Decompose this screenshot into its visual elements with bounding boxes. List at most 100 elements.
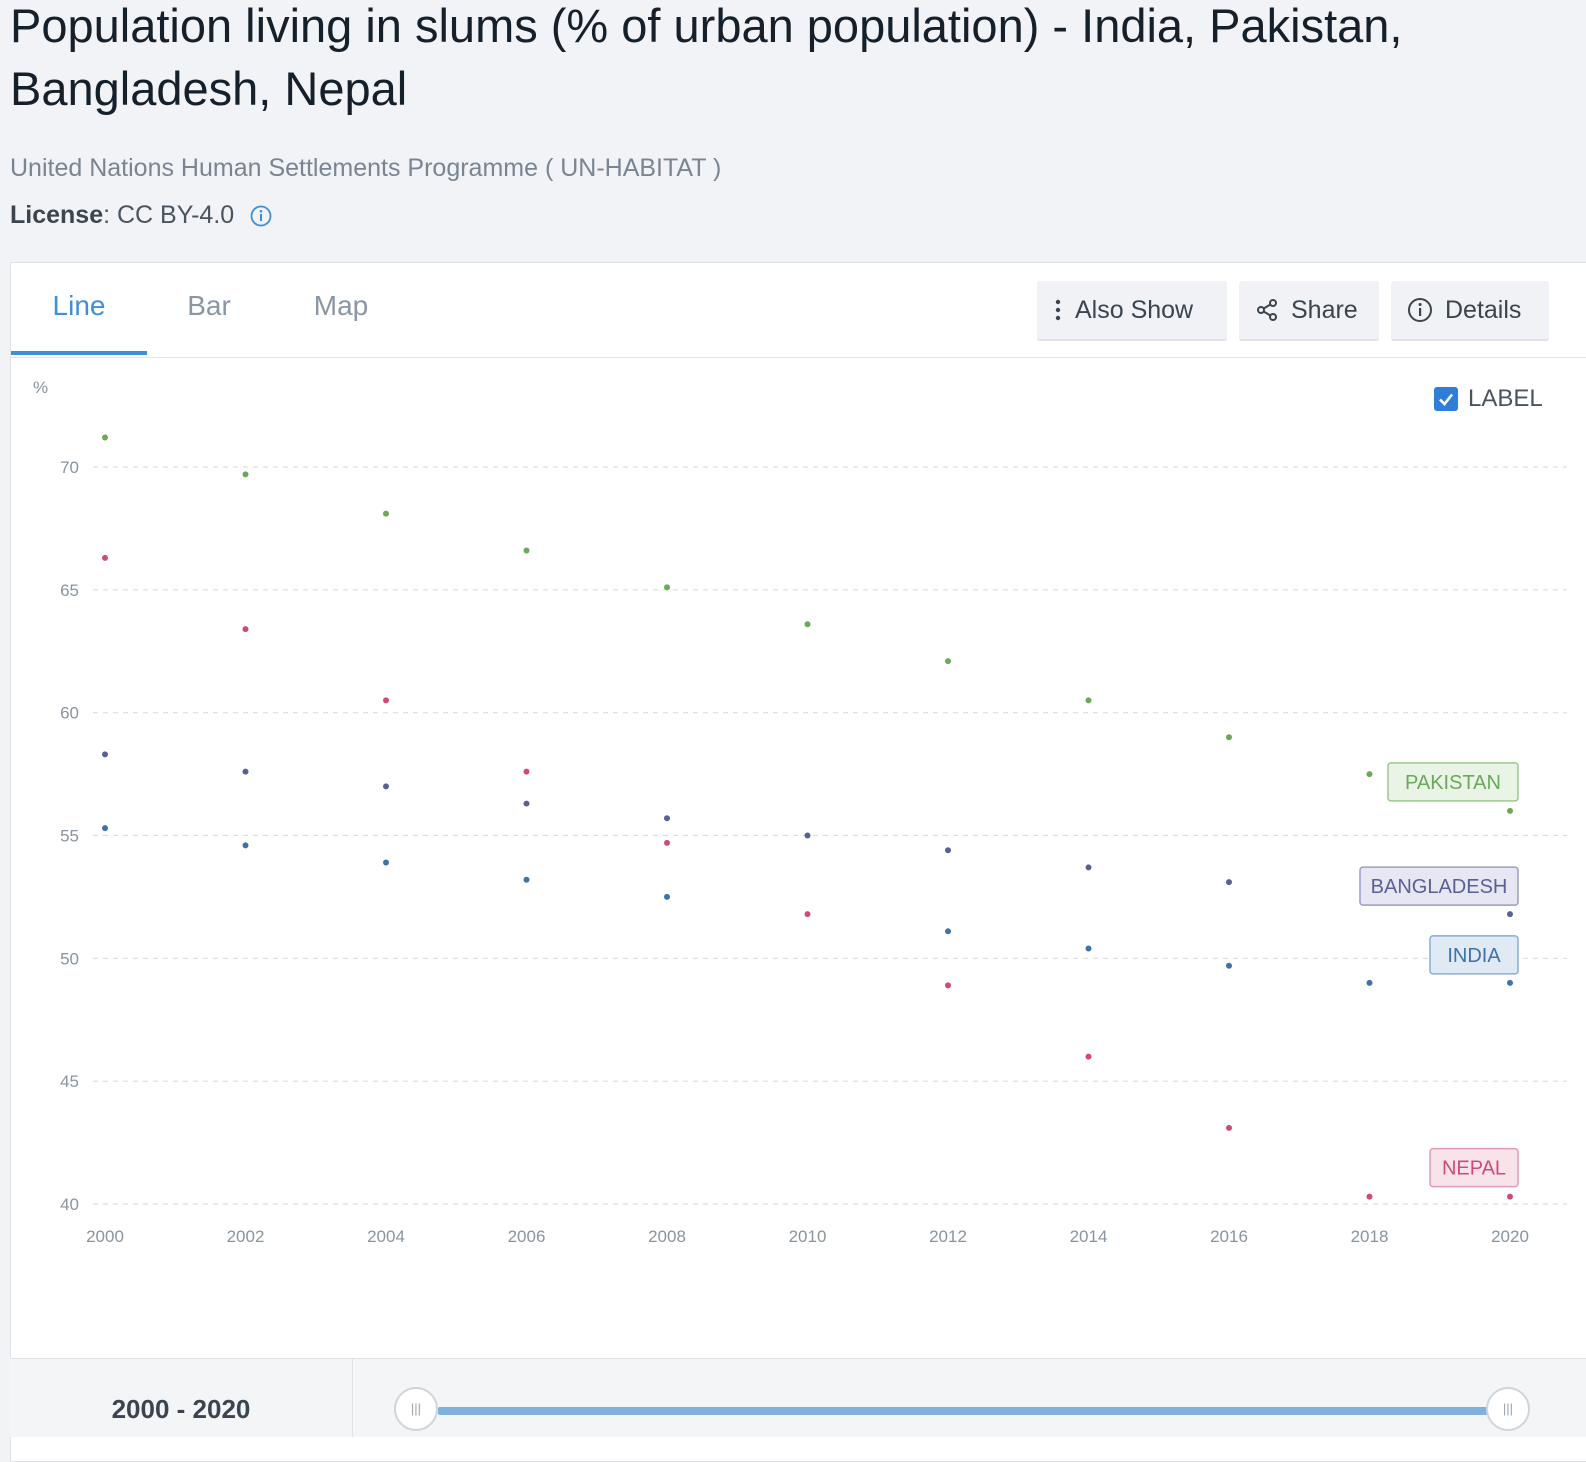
data-point-nepal [664,839,670,846]
series-label-india: INDIA [1447,945,1501,967]
license-line: License : CC BY-4.0 [10,201,272,230]
series-label-badge [1359,866,1519,906]
data-point-nepal [102,554,108,561]
range-bar: 2000 - 2020 ||| ||| [10,1358,1586,1437]
series-label-pakistan: PAKISTAN [1405,772,1501,794]
range-slider-end-handle[interactable]: ||| [1486,1387,1530,1431]
data-point-nepal [242,626,249,633]
license-key: License [10,201,104,229]
x-tick-label: 2006 [508,1227,546,1246]
details-button[interactable]: Details [1391,281,1549,341]
details-label: Details [1445,295,1522,324]
x-tick-label: 2020 [1491,1227,1529,1246]
data-point-india [1085,945,1092,952]
data-point-bangladesh [945,847,951,854]
data-point-india [945,928,951,935]
also-show-label: Also Show [1075,295,1194,324]
data-point-india [664,893,670,900]
label-toggle[interactable]: LABEL [1434,385,1543,413]
data-point-india [1226,962,1232,969]
data-point-nepal [1366,1193,1373,1200]
info-icon[interactable] [250,205,272,227]
x-tick-label: 2000 [86,1227,124,1246]
data-point-pakistan [523,547,530,554]
data-point-nepal [945,982,951,989]
tab-map[interactable]: Map [313,290,369,321]
y-tick-label: 50 [60,949,79,968]
data-point-pakistan [664,584,670,591]
data-point-pakistan [1507,807,1513,814]
x-tick-label: 2002 [227,1227,265,1246]
data-point-bangladesh [102,751,108,758]
data-point-india [242,842,249,849]
y-tick-label: 40 [60,1195,79,1214]
x-tick-label: 2010 [789,1227,827,1246]
checkmark-icon [1439,393,1454,406]
data-point-bangladesh [1507,911,1513,918]
data-point-bangladesh [1226,879,1232,886]
x-tick-label: 2004 [367,1227,405,1246]
range-slider-track[interactable] [438,1407,1510,1415]
y-tick-label: 60 [60,704,79,723]
also-show-button[interactable]: Also Show [1037,281,1227,341]
data-point-bangladesh [804,832,811,839]
data-point-bangladesh [523,800,530,807]
scatter-chart: % 40 45 50 55 60 65 70 2000 2002 2004 2006 2008 2010 2… [33,378,1567,1246]
more-vertical-icon [1055,299,1061,321]
x-tick-label: 2008 [648,1227,686,1246]
tab-bar[interactable]: Bar [187,290,231,321]
data-point-pakistan [1366,771,1373,778]
data-point-india [102,825,108,832]
license-value: : CC BY-4.0 [103,201,235,229]
series-label-badge [1429,1147,1519,1188]
data-point-pakistan [1226,734,1232,741]
y-axis-unit-label: % [33,378,48,397]
data-point-bangladesh [1085,864,1092,871]
data-point-nepal [1507,1193,1513,1200]
chart-area: % 40 45 50 55 60 65 70 2000 2002 2004 2006 2008 2010 2… [11,358,1586,1358]
data-point-nepal [523,768,530,775]
data-point-nepal [804,911,811,918]
x-tick-label: 2014 [1070,1227,1108,1246]
data-point-pakistan [242,471,249,478]
data-point-india [523,876,530,883]
data-point-india [1507,979,1513,986]
data-point-pakistan [383,510,389,517]
x-tick-label: 2018 [1351,1227,1389,1246]
share-icon [1257,299,1277,321]
data-point-india [383,859,389,866]
data-point-nepal [1226,1124,1232,1131]
series-label-badge [1387,762,1519,802]
data-point-pakistan [804,621,811,628]
label-toggle-text: LABEL [1468,385,1543,412]
data-point-bangladesh [242,768,249,775]
label-checkbox[interactable] [1434,387,1458,411]
range-slider-start-handle[interactable]: ||| [394,1387,438,1431]
y-tick-label: 70 [60,458,79,477]
data-point-pakistan [945,658,951,665]
data-point-pakistan [1085,697,1092,704]
range-label: 2000 - 2020 [10,1359,353,1437]
data-point-india [1366,979,1373,986]
view-tabs: Line Bar Map Also Show Share Details [11,263,1586,358]
series-label-nepal: NEPAL [1442,1158,1506,1180]
x-tick-label: 2012 [929,1227,967,1246]
series-label-badge [1429,935,1519,975]
y-tick-label: 65 [60,581,79,600]
tab-line[interactable]: Line [11,263,147,355]
y-tick-label: 45 [60,1072,79,1091]
share-button[interactable]: Share [1239,281,1379,341]
data-point-nepal [1085,1053,1092,1060]
data-point-bangladesh [664,815,670,822]
series-label-bangladesh: BANGLADESH [1371,876,1508,898]
y-tick-label: 55 [60,827,79,846]
x-tick-label: 2016 [1210,1227,1248,1246]
source-text: United Nations Human Settlements Program… [10,154,722,182]
chart-card: Line Bar Map Also Show Share Details % 40… [10,262,1586,1462]
data-point-bangladesh [383,783,389,790]
share-label: Share [1291,295,1358,324]
data-point-pakistan [102,434,108,441]
page-title: Population living in slums (% of urban p… [10,0,1403,115]
data-point-nepal [383,697,389,704]
info-circle-icon [1408,298,1432,322]
